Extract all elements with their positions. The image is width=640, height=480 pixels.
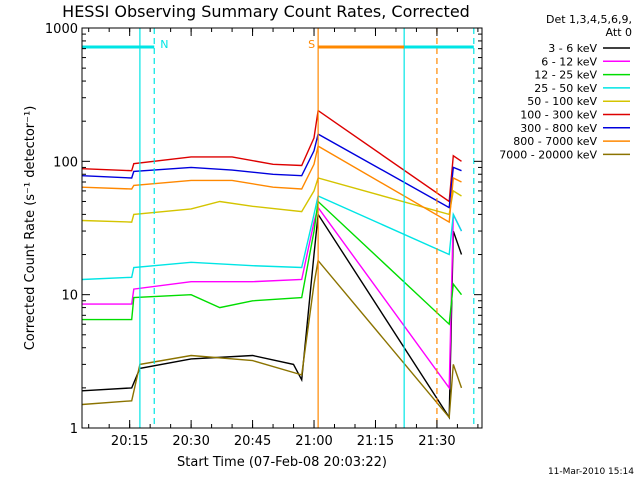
- y-tick-label-2: 100: [53, 155, 78, 170]
- x-tick-label-2: 20:45: [234, 434, 271, 449]
- legend-label-6: 300 - 800 keV: [520, 122, 597, 135]
- legend-label-3: 25 - 50 keV: [534, 82, 597, 95]
- plot-frame: [81, 27, 483, 429]
- marker-label-1: S: [308, 38, 315, 51]
- legend-label-4: 50 - 100 keV: [527, 95, 597, 108]
- series-line-5: [82, 109, 462, 203]
- legend-header-1: Det 1,3,4,5,6,9,: [546, 13, 632, 26]
- series-line-8: [82, 258, 463, 420]
- series-line-6: [82, 133, 462, 209]
- series-line-1: [82, 206, 463, 390]
- x-tick-label-5: 21:30: [418, 434, 455, 449]
- axis-ticks: 20:15 20:30 20:45 21:00 21:15 21:30 1 10 100 1000: [45, 22, 482, 449]
- series-line-2: [82, 200, 463, 326]
- x-tick-label-0: 20:15: [111, 434, 148, 449]
- y-tick-label-0: 1: [70, 422, 78, 437]
- legend-label-1: 6 - 12 keV: [541, 55, 597, 68]
- series-line-7: [82, 145, 462, 224]
- x-axis-label: Start Time (07-Feb-08 20:03:22): [177, 455, 387, 470]
- chart-title: HESSI Observing Summary Count Rates, Cor…: [62, 2, 470, 21]
- date-stamp: 11-Mar-2010 15:14: [548, 467, 634, 477]
- legend-label-8: 7000 - 20000 keV: [499, 148, 597, 161]
- series-layer: [82, 109, 463, 420]
- y-axis-label: Corrected Count Rate (s⁻¹ detector⁻¹): [23, 106, 38, 351]
- legend-label-0: 3 - 6 keV: [548, 42, 597, 55]
- legend-label-2: 12 - 25 keV: [534, 69, 597, 82]
- x-tick-label-3: 21:00: [295, 434, 332, 449]
- marker-label-0: N: [160, 38, 168, 51]
- series-line-3: [82, 195, 463, 281]
- y-tick-label-3: 1000: [45, 22, 78, 37]
- legend-label-7: 800 - 7000 keV: [513, 135, 597, 148]
- legend-label-5: 100 - 300 keV: [520, 109, 597, 122]
- y-tick-label-1: 10: [61, 289, 78, 304]
- legend-header-2: Att 0: [606, 26, 632, 39]
- x-tick-label-4: 21:15: [357, 434, 394, 449]
- x-tick-label-1: 20:30: [172, 434, 209, 449]
